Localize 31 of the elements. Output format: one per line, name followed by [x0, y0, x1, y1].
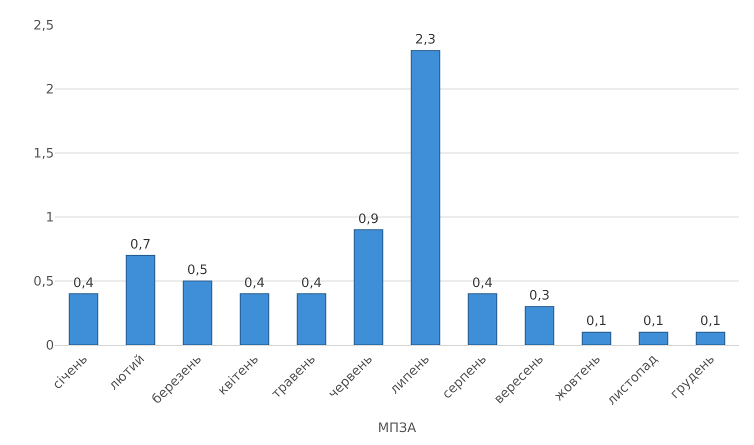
data-label: 0,1: [586, 314, 607, 330]
y-tick-label: 0: [46, 338, 54, 354]
bar: [354, 229, 384, 345]
y-tick-label: 1: [46, 210, 54, 226]
data-label: 0,4: [472, 276, 493, 291]
bar: [696, 332, 726, 345]
y-tick-label: 1,5: [33, 146, 54, 162]
bar: [524, 306, 554, 345]
data-label: 0,5: [187, 263, 208, 278]
data-label: 0,4: [73, 276, 94, 291]
data-label: 0,1: [643, 314, 664, 330]
bar: [240, 293, 270, 345]
data-label: 2,3: [415, 32, 436, 48]
data-label: 0,1: [700, 314, 721, 330]
bar: [582, 332, 612, 345]
y-tick-label: 0,5: [33, 274, 54, 290]
data-label: 0,7: [130, 237, 151, 252]
data-label: 0,4: [301, 276, 322, 291]
bar: [468, 293, 498, 345]
bar: [296, 293, 326, 345]
bar: [182, 280, 212, 345]
bar: [638, 332, 668, 345]
bar: [410, 50, 440, 345]
data-label: 0,4: [244, 276, 265, 291]
bar: [68, 293, 98, 345]
y-tick-label: 2,5: [33, 18, 54, 34]
y-tick-label: 2: [46, 82, 54, 98]
x-axis-title: МПЗА: [378, 421, 416, 436]
bar: [126, 254, 156, 345]
data-label: 0,3: [529, 288, 550, 304]
data-label: 0,9: [358, 212, 379, 227]
